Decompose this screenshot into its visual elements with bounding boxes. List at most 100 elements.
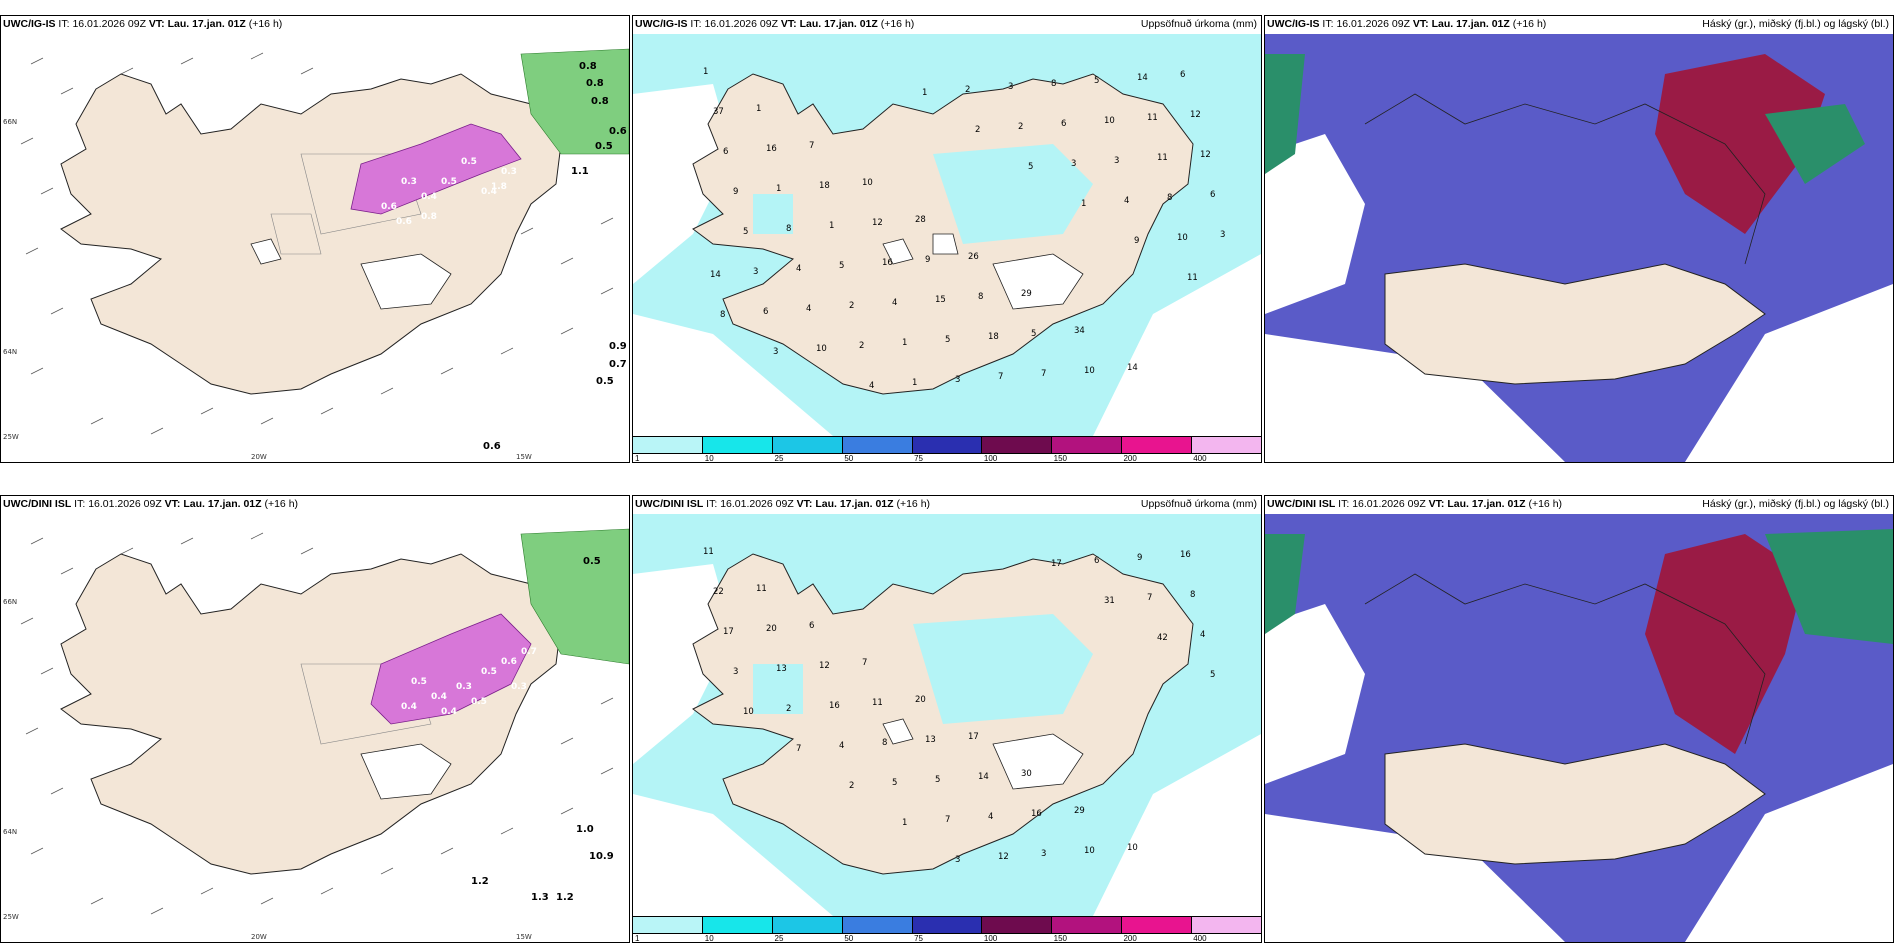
cloud-map — [1265, 514, 1893, 942]
precip-value: 12 — [998, 852, 1009, 862]
precip-value: 10 — [1084, 846, 1095, 856]
panel-subtitle: Uppsöfnuð úrkoma (mm) — [1140, 18, 1257, 30]
iceland-land — [1384, 743, 1766, 865]
panel-title: UWC/DINI ISL IT: 16.01.2026 09Z VT: Lau.… — [3, 498, 299, 510]
precip-value: 11 — [1147, 113, 1158, 123]
colorbar-label: 200 — [1123, 454, 1137, 463]
svg-text:0.5: 0.5 — [441, 177, 457, 187]
svg-text:0.4: 0.4 — [441, 707, 457, 717]
hatched-area — [300, 663, 432, 745]
precip-map: 11 11 6 7 20 17 30 29 10 16 22 20 12 11 13 14 16 10 9 8 17 13… — [633, 514, 1261, 916]
high-cloud — [1645, 534, 1805, 754]
svg-text:0.3: 0.3 — [401, 177, 417, 187]
precip-value: 12 — [819, 661, 830, 671]
panel-title: UWC/IG-IS IT: 16.01.2026 09Z VT: Lau. 17… — [635, 18, 915, 30]
precip-value: 6 — [723, 147, 728, 157]
white-glacier — [360, 743, 452, 800]
precip-value: 7 — [862, 658, 867, 668]
colorbar-segment — [1052, 437, 1123, 453]
colorbar-segment — [702, 917, 773, 933]
panel-title: UWC/IG-IS IT: 16.01.2026 09Z VT: Lau. 17… — [3, 18, 283, 30]
precip-value: 29 — [1074, 806, 1085, 816]
svg-text:0.5: 0.5 — [596, 376, 614, 387]
svg-text:0.6: 0.6 — [609, 126, 627, 137]
colorbar-label: 25 — [774, 454, 784, 463]
svg-text:0.5: 0.5 — [583, 556, 601, 567]
svg-text:0.8: 0.8 — [586, 78, 604, 89]
svg-text:10.9: 10.9 — [589, 851, 614, 862]
panel-precip-igis: UWC/IG-IS IT: 16.01.2026 09Z VT: Lau. 17… — [632, 15, 1262, 463]
precip-value: 13 — [776, 664, 787, 674]
precip-value: 9 — [1137, 553, 1142, 563]
precip-value: 4 — [796, 264, 801, 274]
precip-value: 1 — [912, 378, 917, 388]
precip-value: 29 — [1021, 289, 1032, 299]
precip-value: 18 — [819, 181, 830, 191]
precip-value: 14 — [710, 270, 721, 280]
precip-value: 5 — [1094, 76, 1099, 86]
precip-value: 10 — [1104, 116, 1115, 126]
svg-text:66N: 66N — [3, 118, 17, 126]
precip-value: 3 — [753, 267, 758, 277]
svg-text:0.8: 0.8 — [591, 96, 609, 107]
precip-value: 14 — [1127, 363, 1138, 373]
precip-value: 6 — [1061, 119, 1066, 129]
precip-colorbar: 1 10 25 50 75 100 150 200 400 — [633, 436, 1261, 462]
svg-text:25W: 25W — [3, 433, 19, 441]
precip-value: 37 — [713, 107, 724, 117]
precip-value: 14 — [1137, 73, 1148, 83]
precip-value: 3 — [955, 855, 960, 865]
precip-value: 7 — [809, 141, 814, 151]
colorbar-label: 100 — [983, 454, 998, 463]
precip-value: 2 — [849, 781, 854, 791]
colorbar-label: 1 — [635, 454, 640, 463]
svg-text:0.5: 0.5 — [595, 141, 613, 152]
svg-text:0.3: 0.3 — [501, 167, 517, 177]
precip-value: 16 — [766, 144, 777, 154]
precip-value: 4 — [806, 304, 811, 314]
precip-value: 26 — [968, 252, 979, 262]
precip-value: 9 — [733, 187, 738, 197]
precip-value: 34 — [1074, 326, 1085, 336]
svg-text:0.4: 0.4 — [401, 702, 417, 712]
precip-value: 6 — [809, 621, 814, 631]
precip-value: 7 — [1041, 369, 1046, 379]
precip-value: 10 — [1177, 233, 1188, 243]
panel-clouds-dini: UWC/DINI ISL IT: 16.01.2026 09Z VT: Lau.… — [1264, 495, 1894, 943]
precip-value: 8 — [1167, 193, 1172, 203]
magenta-precip — [350, 123, 522, 215]
svg-text:0.8: 0.8 — [421, 212, 437, 222]
precip-value: 17 — [968, 732, 979, 742]
precip-value: 5 — [945, 335, 950, 345]
svg-text:0.9: 0.9 — [609, 341, 627, 352]
svg-text:15W: 15W — [516, 933, 532, 941]
colorbar-segment — [633, 917, 703, 933]
precip-value: 5 — [935, 775, 940, 785]
precip-value: 1 — [829, 221, 834, 231]
precip-value: 8 — [1051, 79, 1056, 89]
precip-value: 3 — [1008, 82, 1013, 92]
colorbar-segment — [912, 437, 983, 453]
svg-text:0.4: 0.4 — [431, 692, 447, 702]
colorbar-segment — [702, 437, 773, 453]
svg-text:15W: 15W — [516, 453, 532, 461]
mid-cloud — [1265, 54, 1865, 184]
precip-value: 3 — [955, 375, 960, 385]
precip-value: 1 — [1081, 199, 1086, 209]
colorbar-segment — [842, 917, 913, 933]
precip-value: 3 — [773, 347, 778, 357]
svg-text:0.3: 0.3 — [456, 682, 472, 692]
panel-clouds-igis: UWC/IG-IS IT: 16.01.2026 09Z VT: Lau. 17… — [1264, 15, 1894, 463]
colorbar-segment — [842, 437, 913, 453]
precip-value: 11 — [1187, 273, 1198, 283]
precip-value: 8 — [786, 224, 791, 234]
colorbar-label: 150 — [1053, 454, 1068, 463]
precip-value: 1 — [776, 184, 781, 194]
precip-value: 1 — [902, 338, 907, 348]
precip-value: 17 — [723, 627, 734, 637]
precip-value: 11 — [872, 698, 883, 708]
colorbar-segment — [1052, 917, 1123, 933]
precip-value: 8 — [1190, 590, 1195, 600]
colorbar-label: 1 — [635, 934, 640, 943]
svg-text:66N: 66N — [3, 598, 17, 606]
